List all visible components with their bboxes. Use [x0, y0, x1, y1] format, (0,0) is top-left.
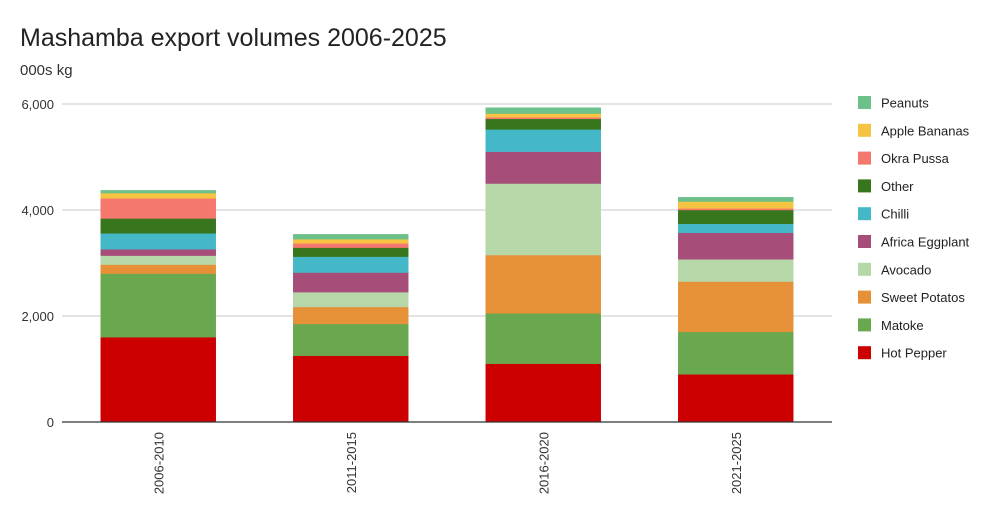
chart-title: Mashamba export volumes 2006-2025: [20, 24, 447, 52]
legend-swatch: [858, 235, 871, 248]
bar-segment-matoke-2021-2025: [678, 331, 794, 375]
bar-segment-peanuts-2011-2015: [293, 234, 409, 240]
legend-swatch: [858, 179, 871, 193]
legend-label: Chilli: [881, 207, 909, 222]
bar-segment-matoke-2011-2015: [293, 323, 409, 357]
legend-item-matoke: Matoke: [858, 318, 924, 333]
bar-segment-africa-eggplant-2006-2010: [100, 248, 216, 256]
bar-segment-okra-pussa-2006-2010: [100, 198, 216, 219]
bar-segment-matoke-2006-2010: [100, 273, 216, 338]
x-tick-label: 2021-2025: [729, 432, 744, 494]
y-axis: 0 2,000 4,000 6,000: [21, 97, 54, 430]
legend-swatch: [858, 318, 871, 332]
x-tick-label: 2006-2010: [151, 432, 166, 494]
legend-label: Other: [881, 179, 914, 194]
chart-subtitle: 000s kg: [20, 62, 73, 79]
y-tick-label: 2,000: [21, 309, 54, 324]
legend-item-africa-eggplant: Africa Eggplant: [858, 235, 970, 250]
bar-segment-hot-pepper-2006-2010: [100, 336, 216, 423]
bar-segment-apple-bananas-2011-2015: [293, 238, 409, 244]
bar-segment-africa-eggplant-2011-2015: [293, 272, 409, 293]
x-tick-label: 2016-2020: [536, 432, 551, 494]
bar-segment-sweet-potatos-2011-2015: [293, 306, 409, 325]
legend-label: Avocado: [881, 262, 931, 277]
bar-segment-other-2016-2020: [485, 118, 601, 130]
legend: Peanuts Apple Bananas Okra Pussa Other Chill…: [858, 96, 970, 361]
legend-swatch: [858, 151, 871, 165]
legend-label: Sweet Potatos: [881, 290, 965, 305]
bar-segment-avocado-2021-2025: [678, 259, 794, 282]
legend-item-apple-bananas: Apple Bananas: [858, 123, 970, 138]
bar-segment-apple-bananas-2006-2010: [100, 192, 216, 199]
legend-item-okra-pussa: Okra Pussa: [858, 151, 950, 166]
legend-item-chilli: Chilli: [858, 207, 909, 222]
bar-segment-chilli-2011-2015: [293, 256, 409, 273]
bar-segment-avocado-2006-2010: [100, 255, 216, 265]
legend-item-peanuts: Peanuts: [858, 96, 929, 111]
legend-swatch: [858, 290, 871, 304]
bar-segment-hot-pepper-2011-2015: [293, 355, 409, 423]
bar-segment-okra-pussa-2011-2015: [293, 243, 409, 248]
bar-segment-sweet-potatos-2006-2010: [100, 264, 216, 274]
bar-segment-hot-pepper-2021-2025: [678, 374, 794, 423]
legend-swatch: [858, 346, 871, 360]
legend-label: Hot Pepper: [881, 346, 947, 361]
y-tick-label: 4,000: [21, 203, 54, 218]
bar-segment-other-2011-2015: [293, 247, 409, 257]
bar-segment-hot-pepper-2016-2020: [485, 363, 601, 423]
bar-segment-apple-bananas-2021-2025: [678, 201, 794, 209]
bar-segment-sweet-potatos-2016-2020: [485, 254, 601, 314]
x-tick-label: 2011-2015: [344, 432, 359, 493]
bar-segment-avocado-2011-2015: [293, 291, 409, 308]
legend-swatch: [858, 207, 871, 221]
legend-label: Apple Bananas: [881, 123, 970, 138]
bar-segment-other-2021-2025: [678, 209, 794, 225]
legend-item-other: Other: [858, 179, 914, 194]
legend-item-avocado: Avocado: [858, 262, 931, 277]
legend-swatch: [858, 262, 871, 276]
x-axis: 2006-2010 2011-2015 2016-2020 2021-2025: [62, 421, 832, 494]
legend-swatch: [858, 96, 871, 109]
bar-segment-peanuts-2006-2010: [100, 190, 216, 194]
legend-item-sweet-potatos: Sweet Potatos: [858, 290, 965, 305]
bars: [100, 107, 794, 423]
legend-label: Matoke: [881, 318, 924, 333]
bar-segment-peanuts-2021-2025: [678, 197, 794, 202]
bar-segment-chilli-2021-2025: [678, 223, 794, 234]
bar-segment-peanuts-2016-2020: [485, 107, 601, 114]
legend-label: Peanuts: [881, 96, 929, 111]
bar-segment-apple-bananas-2016-2020: [485, 113, 601, 118]
bar-segment-matoke-2016-2020: [485, 313, 601, 364]
bar-segment-africa-eggplant-2021-2025: [678, 232, 794, 260]
bar-segment-africa-eggplant-2016-2020: [485, 151, 601, 184]
y-tick-label: 6,000: [21, 97, 54, 112]
legend-swatch: [858, 123, 871, 137]
bar-segment-chilli-2006-2010: [100, 233, 216, 250]
bar-segment-other-2006-2010: [100, 218, 216, 234]
bar-segment-chilli-2016-2020: [485, 129, 601, 152]
legend-label: Okra Pussa: [881, 151, 950, 166]
bar-segment-sweet-potatos-2021-2025: [678, 281, 794, 333]
bar-segment-avocado-2016-2020: [485, 183, 601, 256]
legend-item-hot-pepper: Hot Pepper: [858, 346, 947, 361]
y-tick-label: 0: [47, 415, 54, 430]
legend-label: Africa Eggplant: [881, 235, 970, 250]
